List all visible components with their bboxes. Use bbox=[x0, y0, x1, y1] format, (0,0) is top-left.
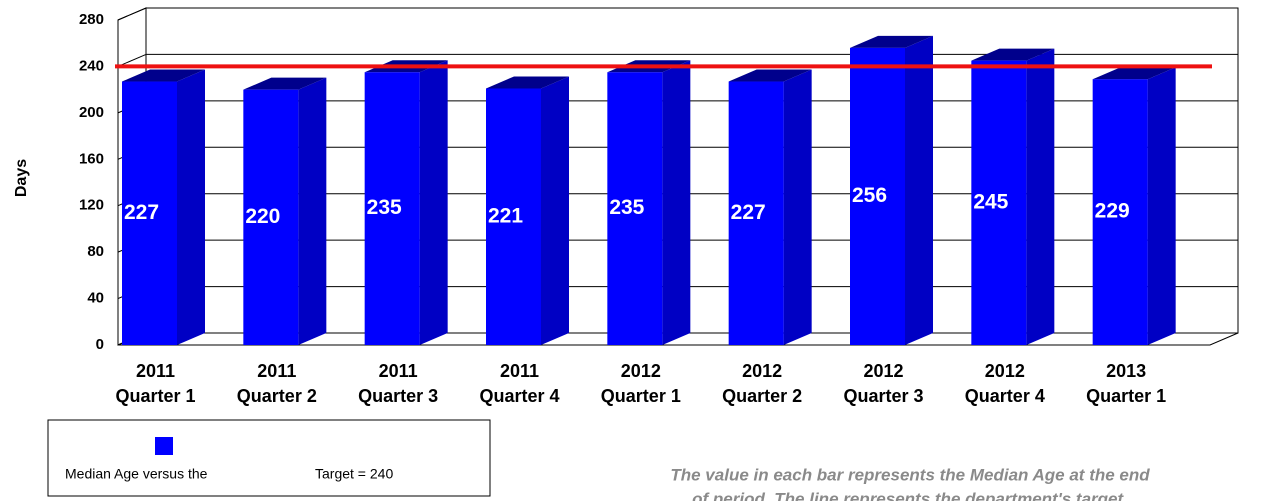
note-line: of period. The line represents the depar… bbox=[692, 489, 1128, 501]
legend-target-label: Target = 240 bbox=[315, 466, 393, 482]
y-tick-label: 240 bbox=[79, 57, 104, 74]
bar bbox=[850, 47, 905, 345]
bar-side bbox=[298, 77, 327, 346]
note-line: The value in each bar represents the Med… bbox=[670, 465, 1150, 484]
bar-value-label: 235 bbox=[609, 196, 644, 219]
legend-box bbox=[47, 419, 491, 497]
bar-top bbox=[1092, 67, 1176, 80]
x-tick-label: 2013 Quarter 1 bbox=[1086, 361, 1166, 406]
legend-swatch bbox=[155, 437, 173, 455]
grid-line bbox=[117, 7, 147, 21]
bar-value-label: 245 bbox=[973, 190, 1008, 213]
bar-top bbox=[971, 48, 1055, 61]
bar-side bbox=[1026, 48, 1055, 345]
bar-top bbox=[850, 35, 933, 48]
bar bbox=[1092, 79, 1148, 346]
bar-top bbox=[243, 77, 327, 90]
y-axis-label: Days bbox=[13, 159, 30, 197]
bar-value-label: 229 bbox=[1095, 200, 1130, 223]
bar bbox=[486, 88, 541, 345]
bar-value-label: 256 bbox=[852, 184, 887, 207]
bar bbox=[243, 89, 299, 346]
bar-value-label: 235 bbox=[367, 196, 402, 219]
bar-side bbox=[541, 76, 569, 345]
bar-value-label: 221 bbox=[488, 204, 523, 227]
bar-side bbox=[905, 35, 933, 345]
y-tick-label: 80 bbox=[87, 243, 104, 260]
y-tick-label: 280 bbox=[79, 11, 104, 28]
y-tick-label: 0 bbox=[96, 336, 104, 353]
y-tick-label: 40 bbox=[87, 290, 104, 307]
y-tick-label: 120 bbox=[79, 197, 104, 214]
bar bbox=[971, 60, 1027, 345]
x-tick-label: 2012 Quarter 4 bbox=[965, 361, 1045, 406]
bar-value-label: 220 bbox=[245, 205, 280, 228]
bar-side bbox=[1147, 67, 1176, 346]
x-tick-label: 2011 Quarter 4 bbox=[479, 361, 559, 406]
x-tick-label: 2012 Quarter 3 bbox=[843, 361, 923, 406]
x-tick-label: 2012 Quarter 1 bbox=[601, 361, 681, 406]
x-tick-label: 2011 Quarter 1 bbox=[115, 361, 195, 406]
x-tick-label: 2011 Quarter 3 bbox=[358, 361, 438, 406]
x-tick-label: 2012 Quarter 2 bbox=[722, 361, 802, 406]
bar-side bbox=[419, 60, 448, 345]
bar-side bbox=[177, 69, 205, 346]
bar bbox=[364, 72, 420, 345]
bar-top bbox=[728, 69, 812, 82]
bar-top bbox=[486, 76, 569, 89]
y-tick-label: 200 bbox=[79, 104, 104, 121]
legend-series-label: Median Age versus the bbox=[65, 466, 208, 482]
x-tick-label: 2011 Quarter 2 bbox=[237, 361, 317, 406]
bar bbox=[122, 81, 177, 346]
bar-side bbox=[662, 60, 691, 345]
bar-top bbox=[122, 69, 205, 82]
bar bbox=[728, 81, 784, 346]
bar bbox=[607, 72, 663, 345]
bar-value-label: 227 bbox=[731, 201, 766, 224]
y-tick-label: 160 bbox=[79, 150, 104, 167]
bar-value-label: 227 bbox=[124, 201, 159, 224]
bar-side bbox=[783, 69, 812, 346]
